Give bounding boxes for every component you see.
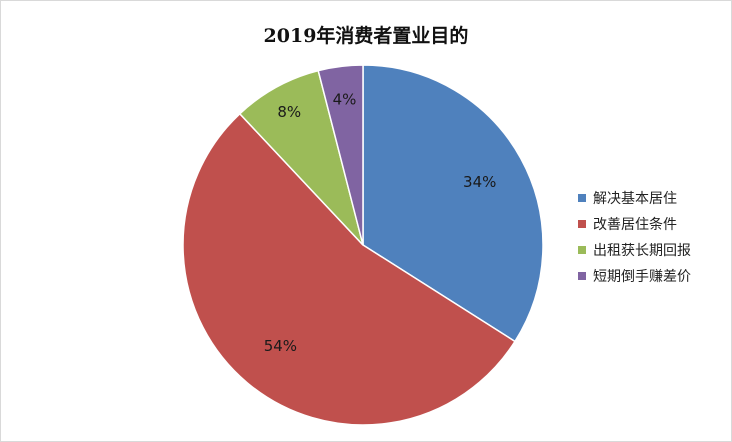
pie-slice (362, 64, 544, 343)
legend-swatch (578, 194, 586, 202)
legend-item: 短期倒手赚差价 (578, 263, 691, 289)
legend-item: 出租获长期回报 (578, 237, 691, 263)
pie-slice (238, 69, 364, 246)
legend-item: 解决基本居住 (578, 185, 691, 211)
legend-item: 改善居住条件 (578, 211, 691, 237)
legend-swatch (578, 246, 586, 254)
data-label: 8% (277, 103, 301, 121)
legend-label: 改善居住条件 (593, 217, 677, 233)
data-label: 54% (264, 337, 297, 355)
data-label: 4% (333, 91, 357, 109)
legend-label: 短期倒手赚差价 (593, 269, 691, 285)
legend-label: 解决基本居住 (593, 191, 677, 207)
legend-swatch (578, 272, 586, 280)
legend-swatch (578, 220, 586, 228)
chart-legend: 解决基本居住 改善居住条件 出租获长期回报 短期倒手赚差价 (578, 185, 691, 289)
data-label: 34% (463, 173, 496, 191)
pie-slice (317, 64, 364, 246)
pie-slice (182, 112, 517, 426)
chart-title: 2019年消费者置业目的 (263, 25, 469, 47)
legend-label: 出租获长期回报 (593, 243, 691, 259)
